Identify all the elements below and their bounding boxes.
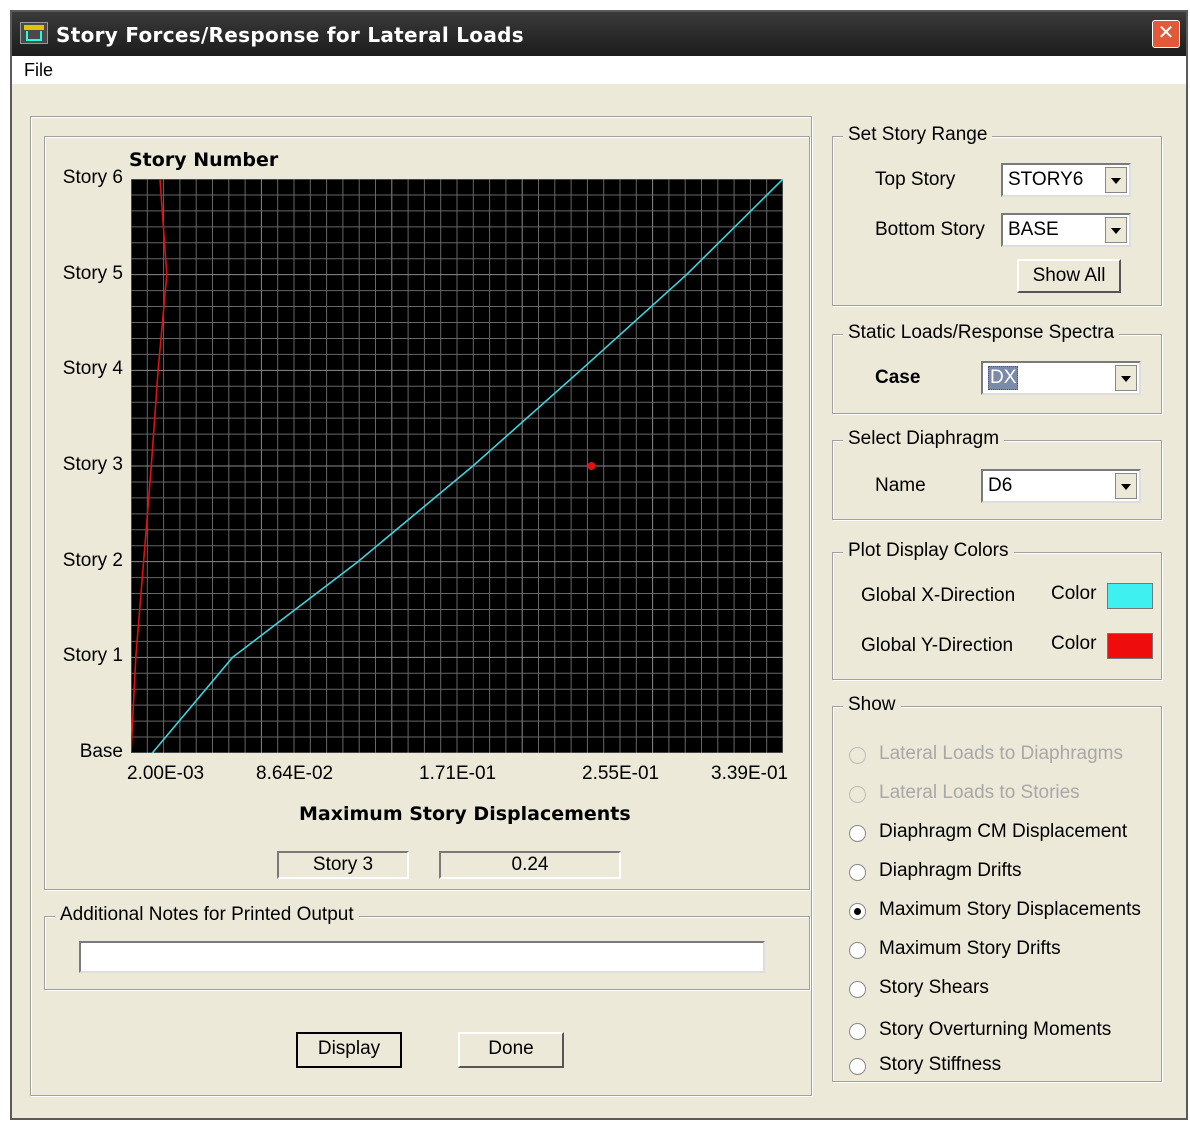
- top-story-value: STORY6: [1008, 169, 1084, 190]
- bottom-story-select[interactable]: BASE: [1001, 213, 1131, 247]
- chevron-down-icon[interactable]: [1115, 473, 1137, 499]
- x-tick-label: 2.00E-03: [127, 763, 205, 784]
- y-tick-label: Base: [79, 741, 123, 762]
- bottom-story-value: BASE: [1008, 219, 1059, 240]
- show-option-label[interactable]: Maximum Story Drifts: [879, 938, 1061, 959]
- window-title: Story Forces/Response for Lateral Loads: [56, 23, 524, 47]
- plot-colors-group: Plot Display Colors Global X-Direction C…: [832, 540, 1162, 680]
- displacement-plot[interactable]: [131, 179, 783, 753]
- diaphragm-legend: Select Diaphragm: [843, 428, 1005, 450]
- case-label: Case: [875, 367, 921, 388]
- chevron-down-icon[interactable]: [1115, 365, 1137, 391]
- show-option-label: Lateral Loads to Diaphragms: [879, 743, 1123, 764]
- plot-group: Story Number Base Story 1 Story 2 Story 3 St…: [44, 136, 810, 890]
- diaphragm-group: Select Diaphragm Name D6: [832, 428, 1162, 520]
- y-tick-label: Story 3: [62, 454, 123, 475]
- x-tick-label: 2.55E-01: [582, 763, 660, 784]
- show-option-label[interactable]: Diaphragm CM Displacement: [879, 821, 1128, 842]
- menu-bar: File: [12, 56, 1186, 84]
- notes-legend: Additional Notes for Printed Output: [55, 904, 359, 926]
- x-axis-title: Maximum Story Displacements: [299, 803, 631, 825]
- chart-title: Story Number: [129, 149, 279, 171]
- static-loads-legend: Static Loads/Response Spectra: [843, 322, 1120, 344]
- title-bar[interactable]: Story Forces/Response for Lateral Loads …: [12, 12, 1186, 56]
- static-loads-group: Static Loads/Response Spectra Case DX: [832, 322, 1162, 414]
- series-line-0: [151, 179, 783, 753]
- close-button[interactable]: ✕: [1152, 20, 1180, 48]
- radio-6[interactable]: [849, 981, 866, 998]
- readout-story: Story 3: [277, 851, 409, 879]
- radio-5[interactable]: [849, 942, 866, 959]
- y-tick-label: Story 2: [62, 549, 123, 571]
- grid-lines: [131, 179, 783, 753]
- case-value: DX: [988, 366, 1019, 390]
- series-line-1: [131, 179, 168, 753]
- x-tick-label: 1.71E-01: [419, 763, 497, 784]
- y-tick-label: Story 6: [62, 167, 123, 188]
- radio-2[interactable]: [849, 825, 866, 842]
- diaphragm-select[interactable]: D6: [981, 469, 1141, 503]
- cursor-marker: [587, 462, 596, 470]
- x-tick-label: 8.64E-02: [256, 763, 334, 784]
- radio-7[interactable]: [849, 1023, 866, 1040]
- y-tick-label: Story 5: [62, 262, 123, 284]
- global-x-label: Global X-Direction: [861, 585, 1016, 606]
- plot-colors-legend: Plot Display Colors: [843, 540, 1014, 562]
- notes-group: Additional Notes for Printed Output: [44, 904, 810, 990]
- show-option-label[interactable]: Maximum Story Displacements: [879, 899, 1141, 920]
- y-color-swatch[interactable]: [1107, 633, 1153, 659]
- y-tick-label: Story 1: [62, 645, 123, 667]
- global-y-label: Global Y-Direction: [861, 635, 1014, 656]
- show-option-label: Lateral Loads to Stories: [879, 782, 1080, 803]
- left-panel: [30, 116, 812, 1096]
- x-tick-label: 3.39E-01: [711, 763, 789, 784]
- bottom-story-label: Bottom Story: [875, 219, 985, 240]
- radio-4[interactable]: [849, 903, 866, 920]
- radio-3[interactable]: [849, 864, 866, 881]
- show-legend: Show: [843, 694, 901, 716]
- radio-0: [849, 747, 866, 764]
- top-story-label: Top Story: [875, 169, 956, 190]
- radio-1: [849, 786, 866, 803]
- y-tick-label: Story 4: [62, 358, 123, 380]
- x-color-label: Color: [1051, 583, 1097, 604]
- story-range-group: Set Story Range Top Story STORY6 Bottom …: [832, 124, 1162, 306]
- chevron-down-icon[interactable]: [1105, 217, 1127, 243]
- done-button[interactable]: Done: [458, 1032, 564, 1068]
- show-option-label[interactable]: Story Shears: [879, 977, 989, 998]
- menu-file[interactable]: File: [24, 60, 54, 80]
- readout-value: 0.24: [439, 851, 621, 879]
- notes-input[interactable]: [79, 941, 765, 973]
- show-all-button[interactable]: Show All: [1017, 259, 1121, 293]
- x-color-swatch[interactable]: [1107, 583, 1153, 609]
- radio-8[interactable]: [849, 1058, 866, 1075]
- top-story-select[interactable]: STORY6: [1001, 163, 1131, 197]
- show-option-label[interactable]: Diaphragm Drifts: [879, 860, 1022, 881]
- display-button[interactable]: Display: [296, 1032, 402, 1068]
- y-color-label: Color: [1051, 633, 1097, 654]
- diaphragm-value: D6: [988, 475, 1013, 496]
- story-range-legend: Set Story Range: [843, 124, 993, 146]
- show-option-label[interactable]: Story Stiffness: [879, 1054, 1002, 1075]
- name-label: Name: [875, 475, 926, 496]
- dialog-window: Story Forces/Response for Lateral Loads …: [10, 10, 1188, 1120]
- case-select[interactable]: DX: [981, 361, 1141, 395]
- show-group: Show Lateral Loads to Diaphragms Lateral …: [832, 694, 1162, 1082]
- show-option-label[interactable]: Story Overturning Moments: [879, 1019, 1112, 1040]
- app-icon: [20, 22, 48, 44]
- chevron-down-icon[interactable]: [1105, 167, 1127, 193]
